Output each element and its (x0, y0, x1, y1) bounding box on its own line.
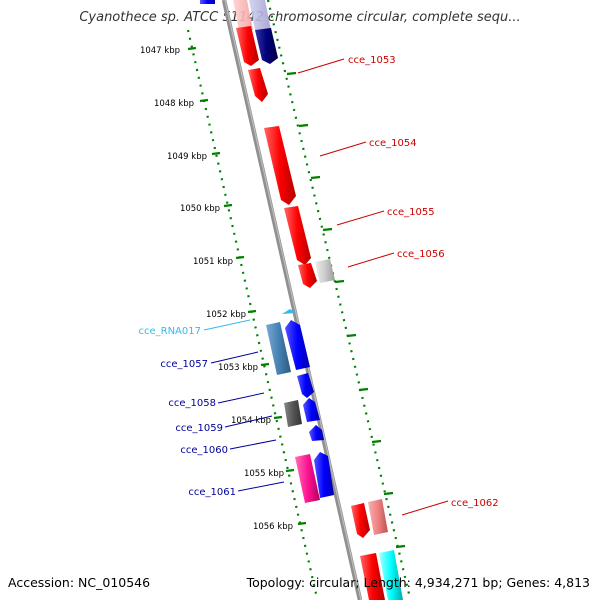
genes[interactable] (200, 0, 403, 600)
gene-cce-1062[interactable] (368, 499, 388, 535)
kbp-label: 1048 kbp (154, 99, 194, 109)
genes-label: Genes: (506, 575, 551, 590)
major-ticks-right (286, 71, 406, 549)
gene-bottom-red[interactable] (360, 553, 385, 600)
gene-cce-1057[interactable] (266, 322, 291, 375)
gene-label-cce-1056: cce_1056 (397, 249, 445, 260)
gene-cce-1053[interactable] (248, 68, 268, 102)
gene-label-cce-1053: cce_1053 (348, 55, 396, 66)
gene-cce-1059-gray[interactable] (284, 400, 302, 427)
tick-ruler-right (266, 0, 412, 599)
length-label: Length: (363, 575, 411, 590)
gene-label-cce-1055: cce_1055 (387, 207, 435, 218)
gene-label-cce-1060: cce_1060 (180, 445, 228, 456)
gene-red[interactable] (236, 26, 259, 66)
gene-cce-1056-red[interactable] (298, 263, 317, 288)
gene-cce-1059[interactable] (303, 398, 320, 422)
kbp-label: 1056 kbp (253, 522, 293, 532)
topology-label: Topology: (246, 575, 306, 590)
gene-label-cce-rna017: cce_RNA017 (138, 326, 201, 337)
gene-bottom-cyan[interactable] (379, 550, 403, 600)
backbone (221, 0, 363, 600)
gene-faint-blue[interactable] (249, 0, 271, 30)
gene-cce-1054[interactable] (264, 126, 296, 205)
gene-navy[interactable] (255, 28, 278, 64)
map-title: Cyanothece sp. ATCC 51142 chromosome cir… (79, 10, 521, 25)
kbp-label: 1051 kbp (193, 257, 233, 267)
kbp-label: 1055 kbp (244, 469, 284, 479)
gene-cce-1061[interactable] (314, 452, 334, 498)
gene-label-cce-1057: cce_1057 (160, 359, 208, 370)
gene-cce-1061-pink[interactable] (295, 454, 320, 503)
accession-info: Accession: NC_010546 (8, 575, 150, 590)
kbp-label: 1047 kbp (140, 46, 180, 56)
kbp-labels: 1047 kbp 1048 kbp 1049 kbp 1050 kbp 1051… (140, 46, 293, 532)
kbp-label: 1049 kbp (167, 152, 207, 162)
gene-label-cce-1062: cce_1062 (451, 498, 499, 509)
gene-label-cce-1058: cce_1058 (168, 398, 216, 409)
gene-faint-red[interactable] (233, 0, 253, 30)
kbp-label: 1050 kbp (180, 204, 220, 214)
gene-cce-1057-blue[interactable] (285, 320, 310, 370)
length-value: 4,934,271 bp (414, 575, 499, 590)
major-ticks-left (187, 46, 307, 526)
gene-cce-1062-red[interactable] (351, 503, 370, 538)
kbp-label: 1052 kbp (206, 310, 246, 320)
gene-label-cce-1059: cce_1059 (175, 423, 223, 434)
leader-lines (203, 58, 449, 516)
tick-ruler-left (186, 29, 319, 599)
gene-labels: cce_1053 cce_1054 cce_1055 cce_1056 cce_… (138, 55, 498, 509)
gene-cce-1056[interactable] (315, 259, 335, 283)
gene-cce-1060[interactable] (309, 425, 324, 441)
gene-cce-rna017[interactable] (282, 309, 296, 314)
genes-value: 4,813 (554, 575, 590, 590)
accession-label: Accession: (8, 575, 75, 590)
gene-cce-1058[interactable] (297, 373, 314, 398)
gene-top-partial-blue[interactable] (200, 0, 215, 4)
accession-value: NC_010546 (78, 575, 151, 590)
sequence-summary: Topology: circular; Length: 4,934,271 bp… (246, 575, 590, 590)
gene-label-cce-1061: cce_1061 (188, 487, 236, 498)
kbp-label: 1053 kbp (218, 363, 258, 373)
topology-value: circular (309, 575, 356, 590)
gene-label-cce-1054: cce_1054 (369, 138, 417, 149)
gene-cce-1055[interactable] (284, 206, 311, 265)
